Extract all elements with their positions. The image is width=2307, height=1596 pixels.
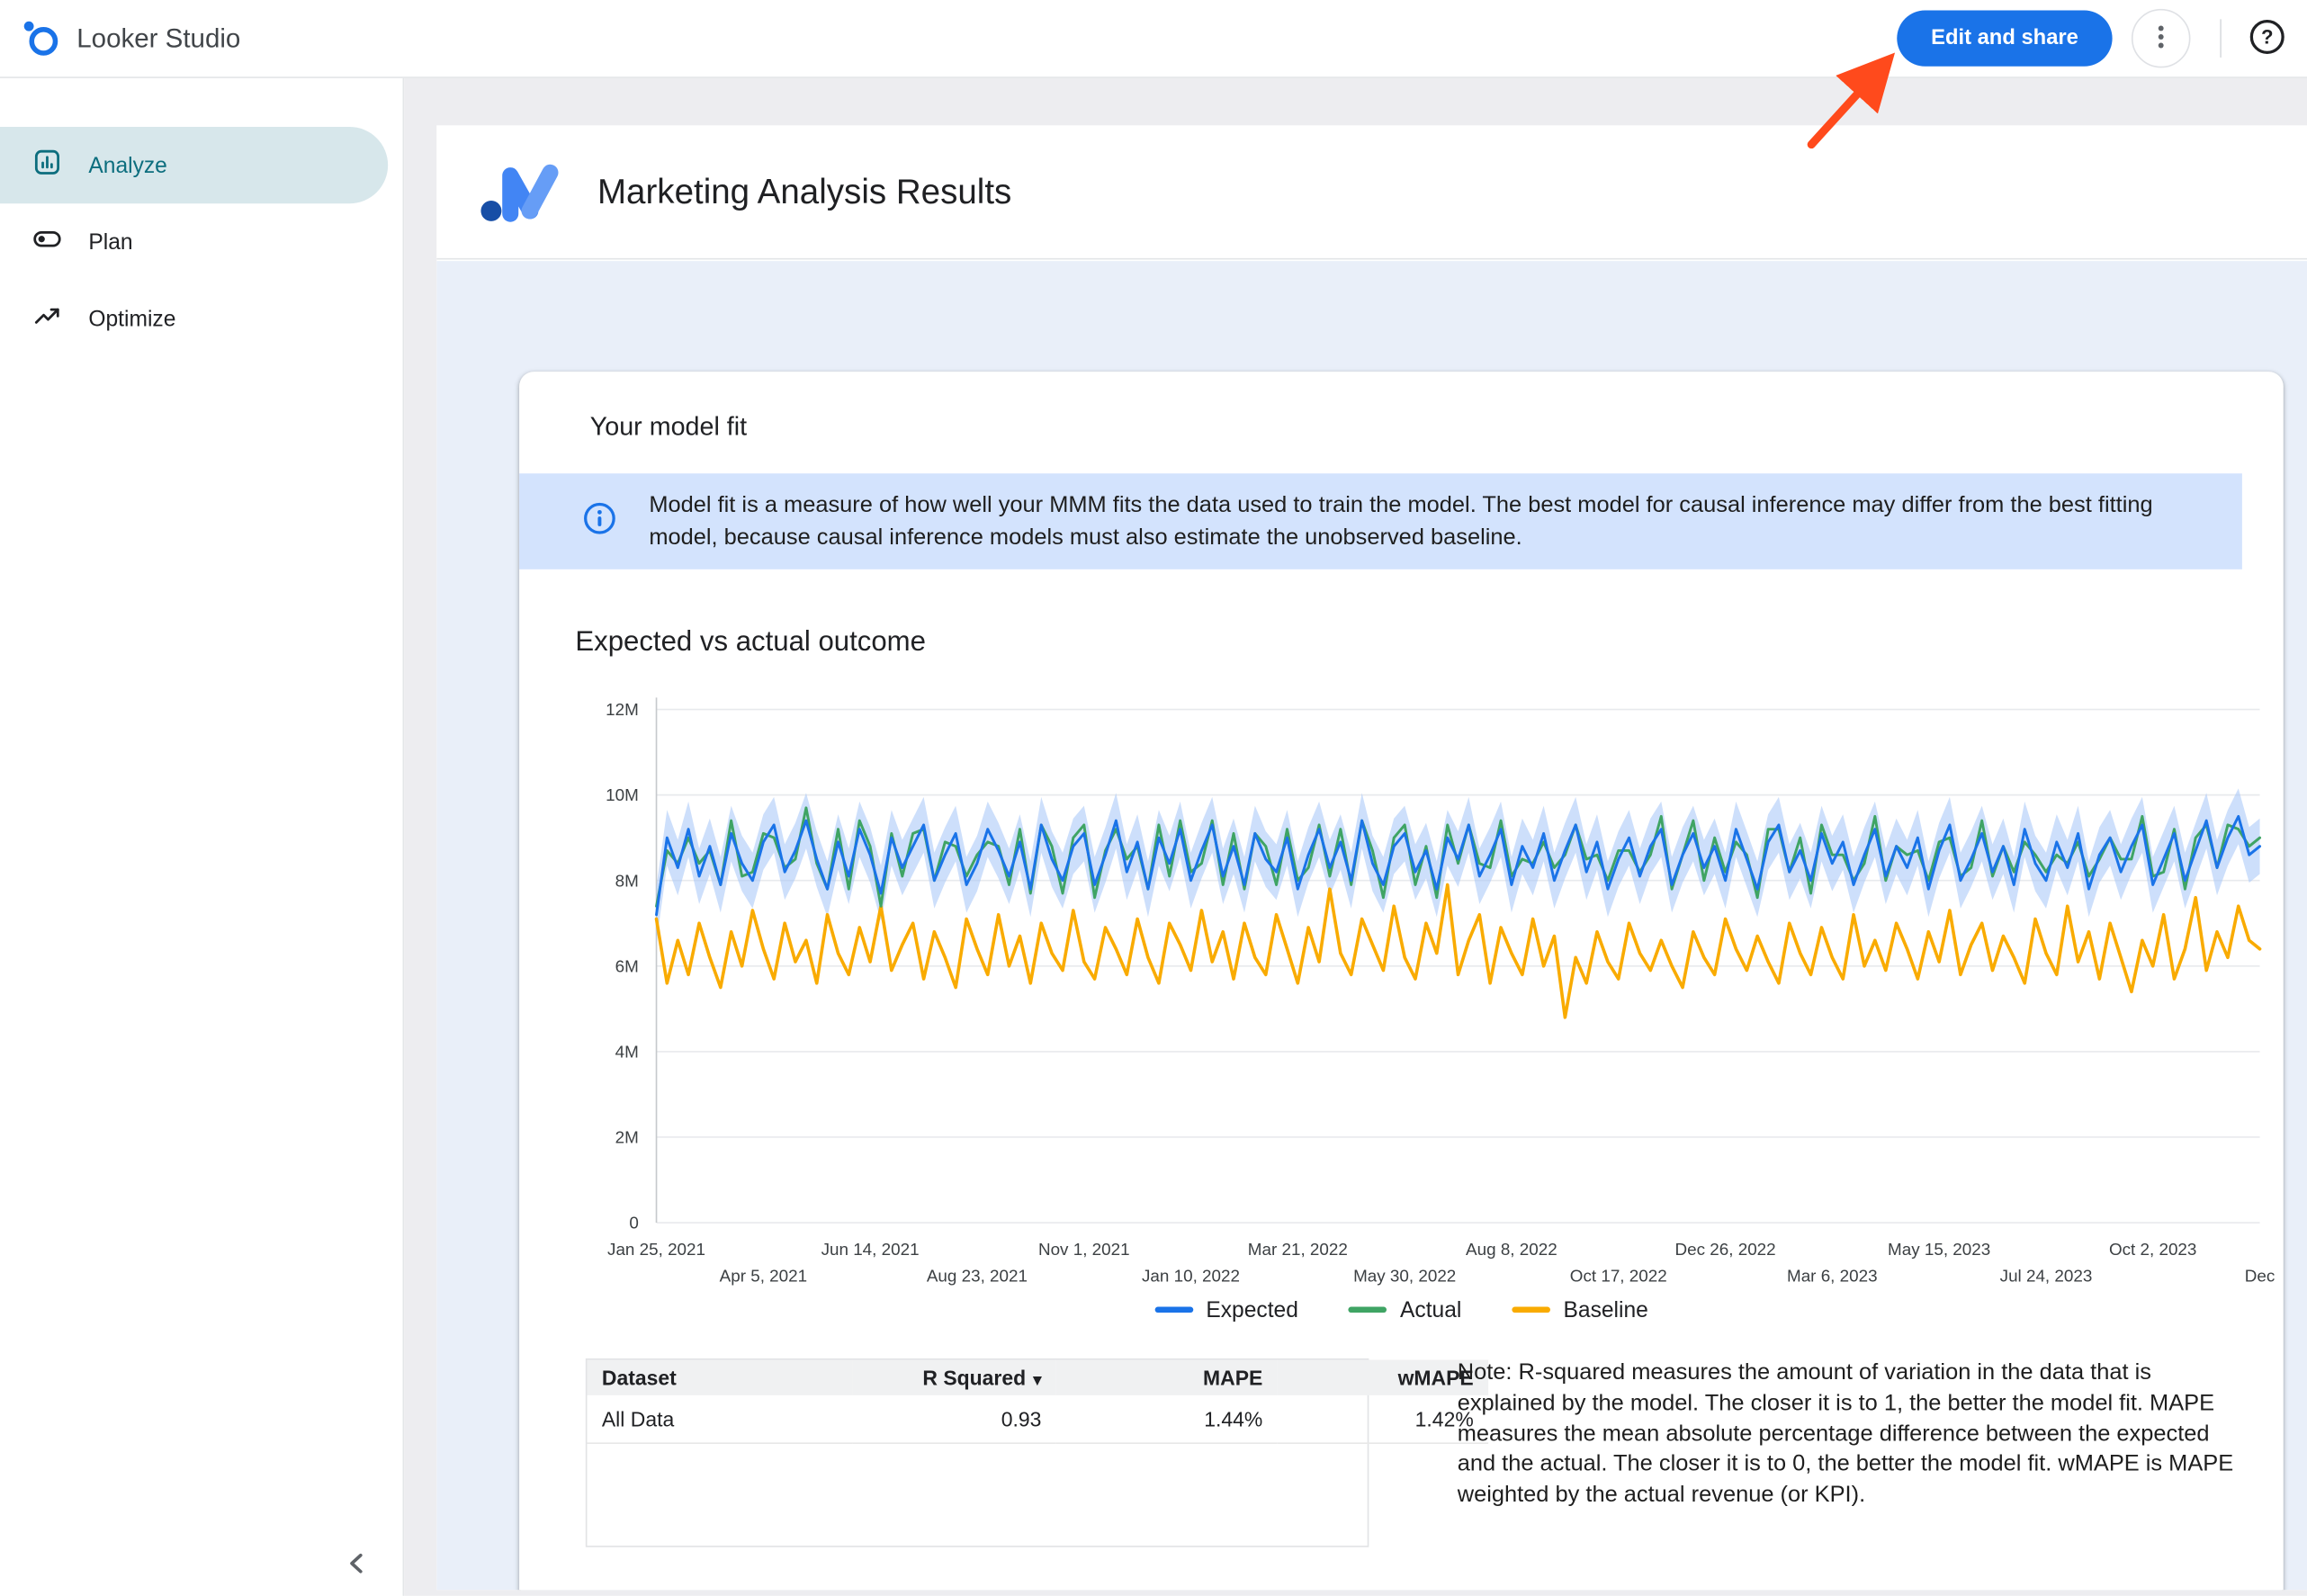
sidebar-item-plan[interactable]: Plan [0,203,388,280]
info-icon [583,501,617,542]
topbar-divider [2220,19,2222,58]
x-axis-label: Jan 10, 2022 [1142,1267,1240,1286]
chart-container: 0 2M 4M 6M 8M 10M 12M Jan 25, 2021 Apr 5, 2021 Ju… [519,683,2284,1326]
legend-swatch [1348,1306,1387,1313]
x-axis-label: Jul 24, 2023 [2000,1267,2093,1286]
question-mark-icon: ? [2248,17,2286,60]
table-header-row: Dataset R Squared ▾ MAPE wMAPE [587,1359,1489,1395]
y-axis-label: 8M [615,871,639,890]
x-axis-label: May 30, 2022 [1353,1267,1456,1286]
x-axis-label: Aug 8, 2022 [1466,1240,1557,1259]
x-axis-label: Jan 25, 2021 [607,1240,705,1259]
expected-series-line [655,814,2262,917]
y-axis-label: 0 [629,1214,638,1233]
chart-title: Expected vs actual outcome [575,626,926,659]
page-title: Marketing Analysis Results [597,171,1012,211]
main-area: Marketing Analysis Results Your model fi… [404,76,2307,1596]
model-fit-table-container: Dataset R Squared ▾ MAPE wMAPE [585,1358,1489,1547]
x-axis-label: Nov 1, 2021 [1038,1240,1130,1259]
legend-label: Expected [1206,1296,1298,1323]
sidebar-nav: Analyze Plan Optimize [0,76,403,356]
x-axis-label: May 15, 2023 [1888,1240,1990,1259]
legend-item-expected: Expected [1154,1297,1298,1323]
more-options-button[interactable] [2131,8,2191,68]
sidebar: Analyze Plan Optimize [0,76,405,1596]
model-fit-card: Your model fit Model fit is a measure of… [519,372,2284,1591]
chart-legend: Expected Actual Baseline [519,1294,2284,1326]
kebab-menu-icon [2145,20,2177,57]
x-axis-label: Jun 14, 2021 [821,1240,920,1259]
sidebar-item-label: Optimize [88,306,176,332]
legend-label: Actual [1400,1296,1462,1323]
help-button[interactable]: ? [2240,10,2295,66]
toggle-icon [32,224,62,259]
cell-r-squared: 0.93 [852,1394,1056,1444]
table-header-r-squared[interactable]: R Squared ▾ [852,1359,1056,1395]
trending-up-icon [32,300,62,336]
legend-swatch [1512,1306,1550,1313]
y-axis-label: 12M [606,700,639,719]
x-axis-label: Aug 23, 2021 [927,1267,1028,1286]
table-header-label: R Squared [922,1366,1027,1390]
sidebar-item-analyze[interactable]: Analyze [0,126,389,204]
sort-descending-icon: ▾ [1033,1371,1042,1390]
app-title: Looker Studio [76,22,241,53]
cell-mape: 1.44% [1055,1394,1278,1444]
y-axis-label: 4M [615,1042,639,1061]
cell-wmape: 1.42% [1277,1394,1489,1444]
edit-and-share-button[interactable]: Edit and share [1897,10,2113,67]
y-axis-label: 10M [606,785,639,804]
chevron-left-icon [341,1547,373,1583]
model-fit-chart[interactable]: 0 2M 4M 6M 8M 10M 12M Jan 25, 2021 Apr 5, 2021 Ju… [519,683,2284,1296]
report-canvas: Marketing Analysis Results Your model fi… [436,125,2307,1591]
sidebar-item-optimize[interactable]: Optimize [0,280,388,356]
collapse-sidebar-button[interactable] [335,1543,379,1587]
sidebar-item-label: Plan [88,229,133,255]
info-banner-text: Model fit is a measure of how well your … [649,492,2153,550]
y-axis-label: 2M [615,1128,639,1147]
note-text: Note: R-squared measures the amount of v… [1457,1359,2234,1508]
y-axis-label: 6M [615,956,639,975]
x-axis-label: Mar 21, 2022 [1248,1240,1348,1259]
baseline-series-line [654,883,2262,1019]
x-axis-label: Dec 26, 2022 [1675,1240,1776,1259]
report-page: Your model fit Model fit is a measure of… [436,261,2307,1591]
legend-swatch [1154,1306,1193,1313]
legend-item-baseline: Baseline [1512,1297,1648,1323]
topbar: Looker Studio Edit and share ? [0,0,2307,78]
x-axis-label: Dec [2245,1267,2276,1286]
info-banner: Model fit is a measure of how well your … [519,473,2242,569]
x-axis-label: Apr 5, 2021 [720,1267,807,1286]
model-fit-table: Dataset R Squared ▾ MAPE wMAPE [587,1359,1489,1444]
report-header: Marketing Analysis Results [436,125,2307,260]
marketing-m-logo-icon [480,153,571,231]
table-header-mape[interactable]: MAPE [1055,1359,1278,1395]
table-header-wmape[interactable]: wMAPE [1277,1359,1489,1395]
x-axis-label: Mar 6, 2023 [1787,1267,1878,1286]
looker-studio-logo-icon [21,18,62,59]
card-bottom-row: Dataset R Squared ▾ MAPE wMAPE [585,1358,2284,1547]
x-axis-label: Oct 17, 2022 [1570,1267,1667,1286]
cell-dataset: All Data [587,1394,853,1444]
svg-text:?: ? [2261,25,2274,48]
x-axis-label: Oct 2, 2023 [2109,1240,2196,1259]
legend-item-actual: Actual [1348,1296,1462,1323]
sidebar-item-label: Analyze [88,152,167,178]
table-header-dataset[interactable]: Dataset [587,1359,853,1395]
confidence-band [656,788,2260,943]
card-heading: Your model fit [589,411,748,442]
legend-label: Baseline [1563,1296,1648,1323]
table-row: All Data 0.93 1.44% 1.42% [587,1394,1489,1444]
report-chart-icon [32,148,62,183]
